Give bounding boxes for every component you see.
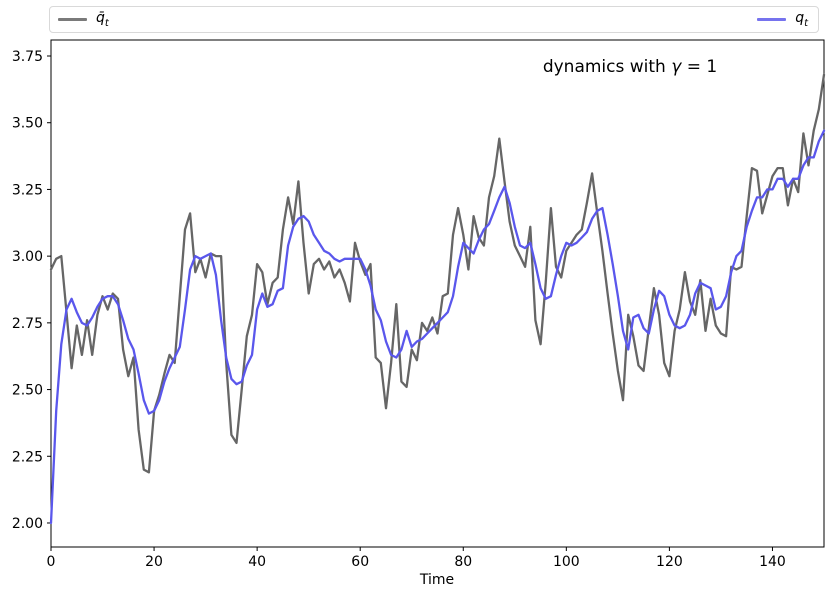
x-tick-label: 140 [759, 554, 786, 570]
x-tick-label: 40 [248, 554, 266, 570]
y-tick-label: 3.25 [12, 182, 43, 198]
y-tick-label: 3.75 [12, 49, 43, 65]
x-tick-label: 0 [47, 554, 56, 570]
y-tick-label: 2.50 [12, 383, 43, 399]
x-tick-label: 80 [454, 554, 472, 570]
legend-label-qbar: q̄t [96, 9, 109, 29]
legend: q̄t qt [49, 6, 819, 33]
x-tick-label: 20 [145, 554, 163, 570]
series-line-q [49, 129, 826, 525]
y-tick-label: 3.00 [12, 249, 43, 265]
annotation-gamma-text: dynamics with γ = 1 [542, 57, 718, 77]
x-tick-label: 60 [351, 554, 369, 570]
y-tick-label: 3.50 [12, 116, 43, 132]
legend-label-q: qt [795, 9, 808, 29]
legend-entry-qbar: q̄t [58, 11, 109, 29]
x-tick-label: 100 [553, 554, 580, 570]
legend-entry-q: qt [757, 11, 808, 29]
series-line-qbar [49, 73, 826, 474]
y-tick-label: 2.75 [12, 316, 43, 332]
y-tick-label: 2.00 [12, 516, 43, 532]
x-axis-title: Time [419, 572, 455, 588]
qbar-line-swatch [58, 17, 87, 21]
x-tick-label: 120 [656, 554, 683, 570]
q-line-swatch [757, 17, 787, 21]
y-tick-label: 2.25 [12, 449, 43, 465]
axes-frame [50, 39, 825, 548]
